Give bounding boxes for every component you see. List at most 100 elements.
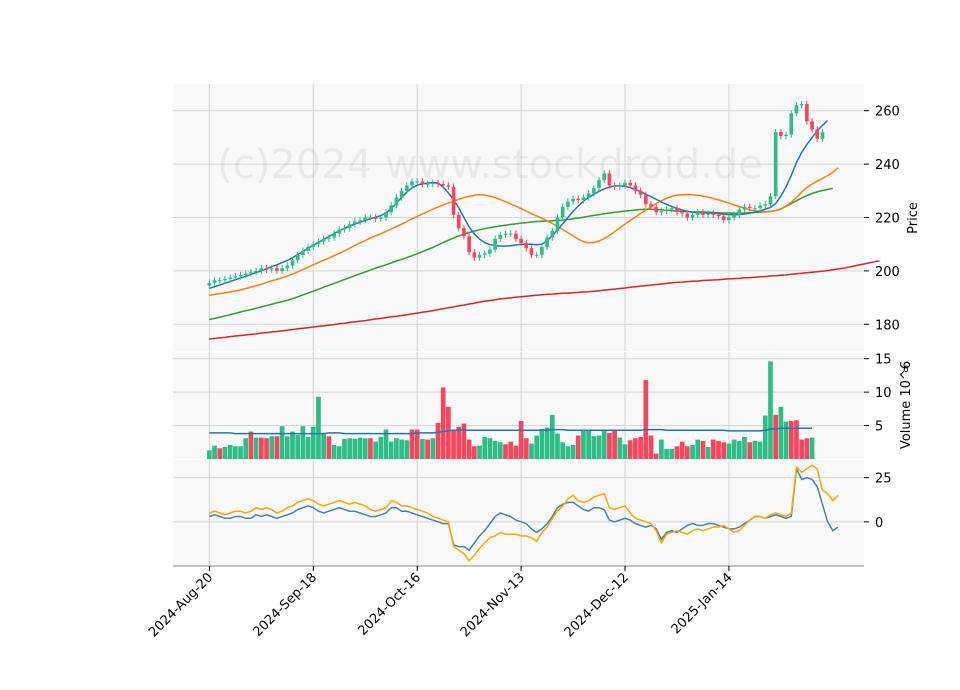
volume-bar [612, 429, 617, 459]
candle-body [306, 246, 310, 251]
volume-bar [555, 433, 560, 459]
candle [597, 176, 601, 192]
candle [654, 203, 658, 216]
candle-body [493, 238, 497, 250]
volume-bar [440, 387, 446, 459]
candle [768, 192, 773, 208]
candle-body [467, 236, 471, 253]
volume-bar [638, 436, 643, 459]
candle [628, 179, 633, 189]
candle-body [353, 221, 357, 225]
volume-bar [326, 436, 332, 459]
volume-bar [279, 426, 285, 459]
oscillator-y-tick-label: 0 [875, 516, 883, 531]
candle-body [280, 268, 284, 271]
candle-body [711, 213, 716, 215]
candle-body [602, 173, 607, 181]
candle-body [685, 213, 690, 218]
candle [638, 187, 643, 199]
candle [706, 210, 710, 219]
candle [540, 243, 544, 259]
candle-body [425, 184, 430, 186]
candle-body [472, 252, 477, 258]
oscillator-y-tick-label: 25 [875, 472, 892, 487]
volume-bar [653, 453, 659, 459]
volume-bar [679, 441, 685, 459]
candle [524, 239, 529, 252]
candle-body [592, 188, 596, 194]
candle [555, 214, 560, 235]
candle [810, 118, 814, 133]
volume-bar [472, 446, 477, 459]
candle-body [264, 268, 269, 270]
volume-bar [497, 442, 503, 459]
candle [701, 208, 705, 219]
volume-bar [243, 438, 249, 459]
volume-bar [581, 430, 586, 459]
candle [280, 265, 284, 275]
volume-bar [601, 429, 607, 459]
volume-bar [446, 406, 451, 459]
candle [207, 279, 212, 289]
candle [363, 214, 368, 224]
candle [415, 178, 420, 185]
volume-bar [518, 420, 524, 459]
volume-bar [233, 446, 238, 459]
volume-bar [534, 435, 540, 459]
price-panel: (c)2024 www.stockdroid.de 180 200 220 240 26… [173, 84, 921, 351]
candle [368, 214, 373, 221]
candle-body [784, 134, 788, 137]
candle-body [763, 204, 768, 206]
candle [295, 251, 300, 264]
volume-bar [258, 437, 264, 459]
candle-body [337, 229, 342, 234]
volume-bar [357, 437, 363, 459]
candle-body [327, 237, 331, 239]
volume-bar [565, 446, 571, 459]
candle [545, 234, 549, 251]
candle [747, 203, 752, 212]
watermark-text: (c)2024 www.stockdroid.de [217, 142, 763, 188]
volume-bar [575, 435, 581, 459]
candle [316, 238, 321, 248]
volume-bar [752, 440, 758, 459]
volume-bar [607, 432, 612, 459]
candle [493, 235, 497, 253]
candle [623, 179, 627, 189]
volume-axis-label: Volume 10^6 [899, 361, 914, 449]
candle-body [451, 186, 456, 215]
price-axis-label: Price [906, 202, 921, 234]
candle-body [311, 244, 316, 247]
candle-body [805, 104, 809, 122]
candle-body [233, 276, 238, 278]
candle [815, 126, 820, 142]
volume-bar [394, 438, 399, 459]
volume-bar [726, 443, 732, 459]
candle-body [410, 181, 414, 186]
volume-bar [674, 446, 680, 459]
volume-y-tick-label: 10 [875, 386, 892, 401]
oscillator-line-b [209, 464, 839, 562]
candle [675, 204, 679, 216]
volume-bar [222, 446, 228, 459]
candle [607, 170, 612, 189]
candle-body [373, 217, 378, 219]
candle-body [249, 272, 253, 274]
volume-bar [383, 429, 389, 459]
volume-bar [710, 439, 716, 459]
volume-bar [544, 427, 550, 459]
candle-body [441, 184, 445, 186]
candle [664, 206, 669, 215]
candle-body [347, 224, 352, 229]
candle-body [368, 217, 373, 219]
candle-body [430, 182, 435, 185]
candle [275, 265, 279, 275]
candle [373, 214, 378, 223]
candle [685, 210, 690, 221]
volume-bar [290, 431, 295, 459]
volume-bar [310, 426, 316, 459]
candle [789, 110, 794, 138]
candle-body [384, 212, 388, 218]
candle-body [529, 248, 534, 255]
candle [649, 200, 653, 211]
